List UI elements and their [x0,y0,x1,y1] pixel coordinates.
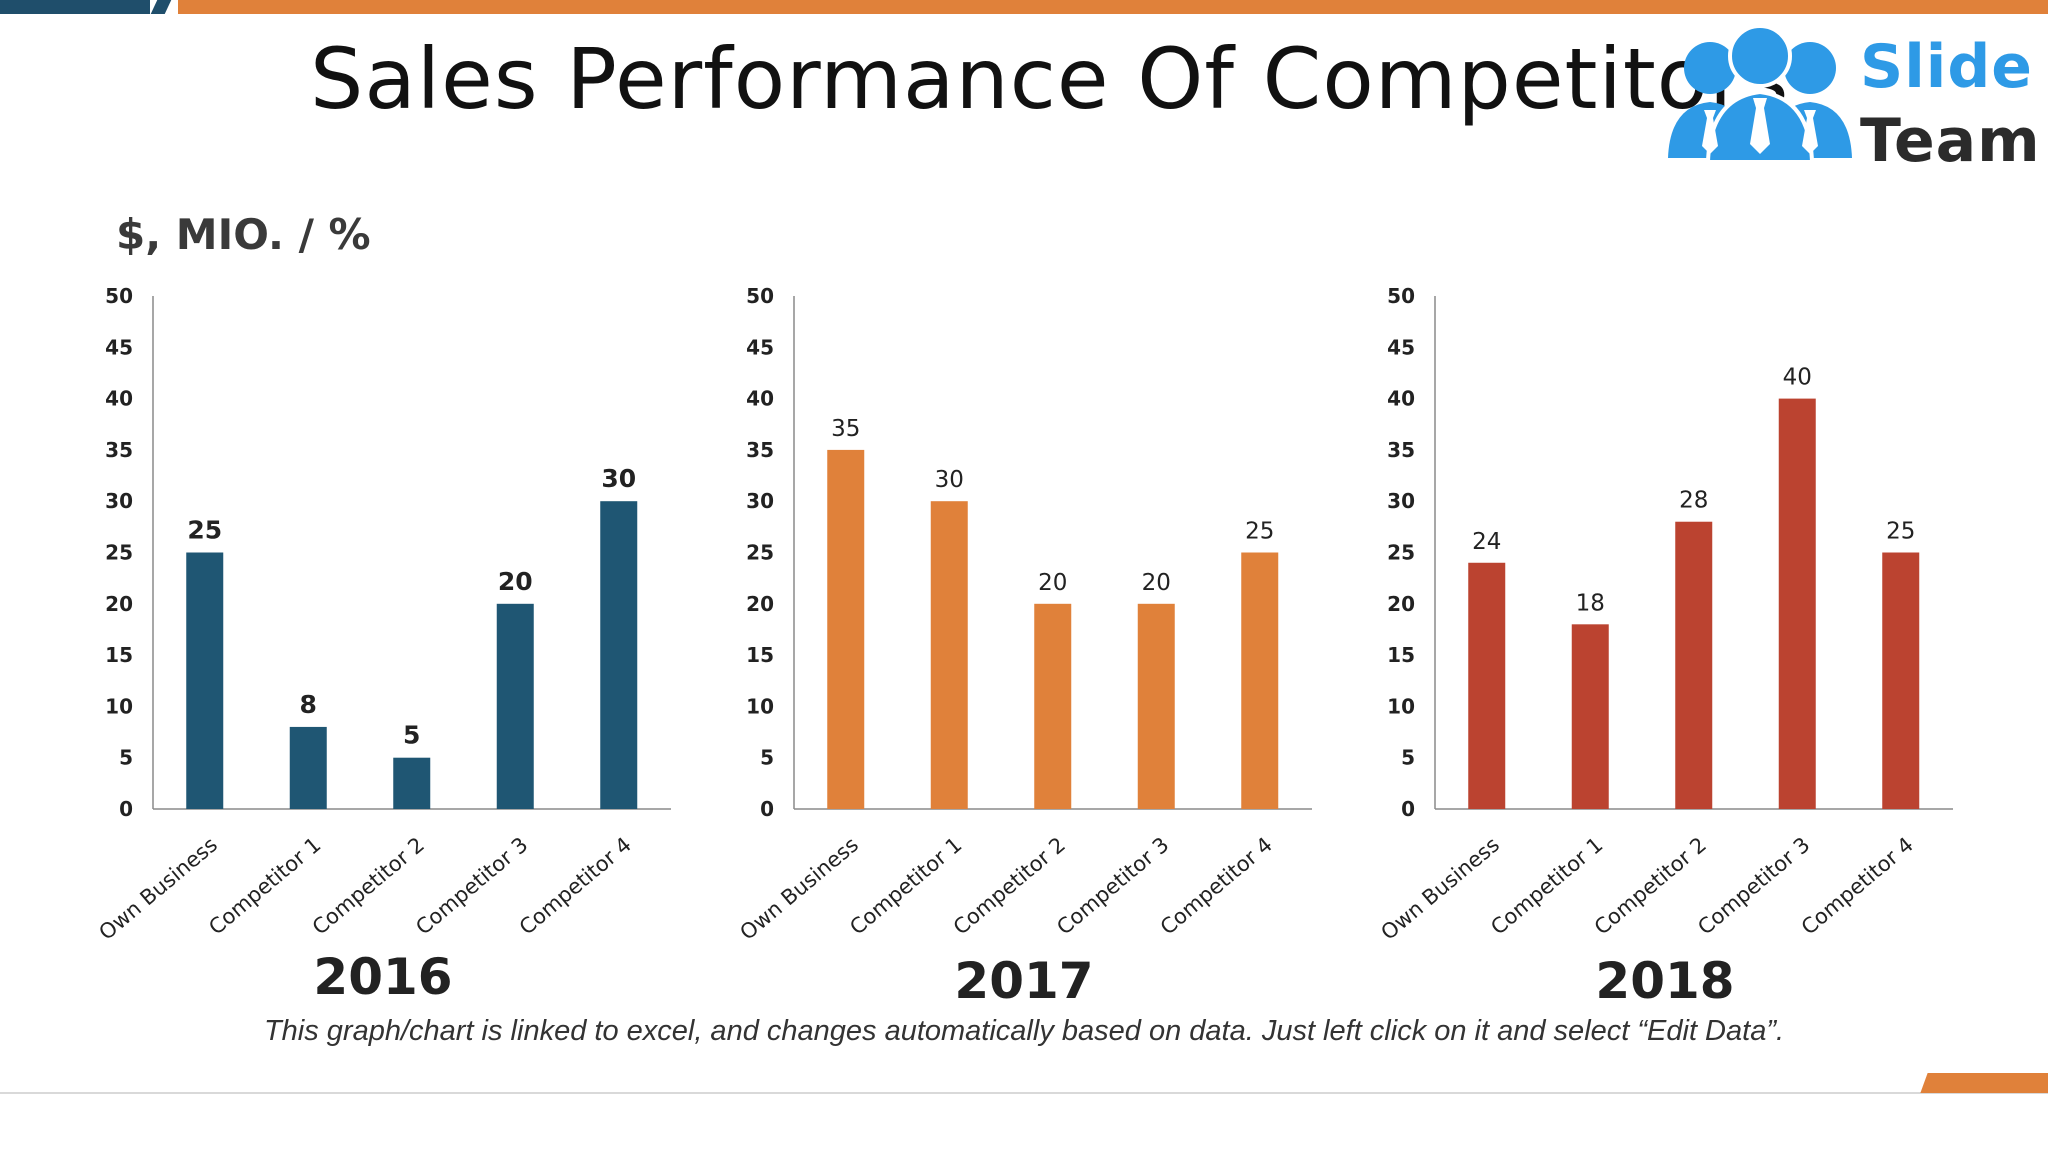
x-category-label: Own Business [1376,832,1503,944]
y-tick-label: 20 [105,592,133,616]
data-label: 28 [1679,488,1708,514]
data-label: 40 [1783,365,1812,391]
unit-label: $, MIO. / % [116,210,371,259]
bar-2018-5 [1882,552,1920,809]
bottom-accent-bar [1920,1073,2048,1093]
bar-2018-2 [1571,624,1609,809]
data-label: 20 [1038,570,1067,596]
y-tick-label: 10 [105,694,133,718]
x-category-label: Competitor 2 [308,832,429,939]
x-category-label: Competitor 2 [1590,832,1711,939]
y-tick-label: 5 [1401,746,1415,770]
top-accent-bar-dark [0,0,150,14]
x-category-label: Own Business [94,832,221,944]
y-tick-label: 20 [746,592,774,616]
data-label: 35 [831,416,860,442]
data-label: 5 [403,721,420,750]
data-label: 25 [1245,519,1274,545]
y-tick-label: 5 [760,746,774,770]
y-tick-label: 20 [1387,592,1415,616]
y-tick-label: 0 [760,797,774,821]
bar-2016-4 [496,603,534,809]
chart-year-title: 2017 [954,952,1093,1010]
bar-2018-1 [1468,562,1506,809]
y-tick-label: 50 [746,284,774,308]
logo-text-slide: Slide [1860,32,2033,102]
y-tick-label: 0 [119,797,133,821]
y-tick-label: 35 [746,438,774,462]
y-tick-label: 15 [746,643,774,667]
y-tick-label: 35 [105,438,133,462]
people-icon [1668,24,1852,164]
x-category-label: Competitor 1 [1486,832,1607,939]
y-tick-label: 50 [105,284,133,308]
bar-2016-3 [393,757,431,809]
bar-2017-1 [827,449,865,809]
bottom-divider [0,1092,2048,1094]
data-label: 25 [187,516,222,545]
y-tick-label: 40 [1387,387,1415,411]
bar-2018-4 [1778,398,1816,809]
data-label: 20 [1142,570,1171,596]
chart-year-title: 2016 [313,948,452,1006]
bar-2017-2 [930,501,968,809]
x-category-label: Competitor 2 [949,832,1070,939]
y-tick-label: 15 [105,643,133,667]
bar-2017-4 [1137,603,1175,809]
y-tick-label: 10 [746,694,774,718]
x-category-label: Competitor 3 [411,832,532,939]
y-tick-label: 35 [1387,438,1415,462]
top-accent-bar-orange [178,0,2048,14]
y-tick-label: 5 [119,746,133,770]
data-label: 18 [1576,590,1605,616]
x-category-label: Competitor 4 [1156,832,1277,939]
bar-2017-5 [1241,552,1279,809]
page-title: Sales Performance Of Competitors [310,30,1790,128]
footnote: This graph/chart is linked to excel, and… [263,1015,1785,1047]
x-category-label: Competitor 3 [1693,832,1814,939]
y-tick-label: 25 [1387,541,1415,565]
y-tick-label: 10 [1387,694,1415,718]
y-tick-label: 30 [746,489,774,513]
y-tick-label: 45 [746,335,774,359]
y-tick-label: 25 [746,541,774,565]
y-tick-label: 15 [1387,643,1415,667]
slideteam-logo: Slide Team [1660,24,2040,176]
y-tick-label: 45 [1387,335,1415,359]
y-tick-label: 50 [1387,284,1415,308]
logo-text-team: Team [1860,106,2041,176]
data-label: 30 [935,467,964,493]
data-label: 24 [1472,529,1501,555]
chart-year-title: 2018 [1595,952,1734,1010]
bar-2016-5 [600,501,638,809]
x-category-label: Competitor 4 [515,832,636,939]
y-tick-label: 40 [105,387,133,411]
x-category-label: Own Business [735,832,862,944]
bar-2016-2 [289,726,327,809]
y-tick-label: 25 [105,541,133,565]
y-tick-label: 30 [1387,489,1415,513]
x-category-label: Competitor 4 [1797,832,1918,939]
bar-2018-3 [1675,521,1713,809]
data-label: 25 [1886,519,1915,545]
data-label: 8 [300,690,317,719]
x-category-label: Competitor 1 [845,832,966,939]
data-label: 30 [601,464,636,493]
y-tick-label: 40 [746,387,774,411]
x-category-label: Competitor 3 [1052,832,1173,939]
data-label: 20 [498,567,533,596]
y-tick-label: 45 [105,335,133,359]
bar-2017-3 [1034,603,1072,809]
bar-2016-1 [186,552,224,809]
y-tick-label: 30 [105,489,133,513]
x-category-label: Competitor 1 [204,832,325,939]
y-tick-label: 0 [1401,797,1415,821]
